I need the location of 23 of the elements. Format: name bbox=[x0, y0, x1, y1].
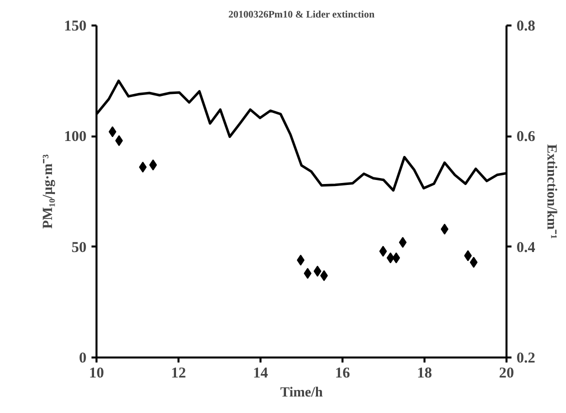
x-tick-label: 20 bbox=[499, 366, 514, 382]
point bbox=[398, 236, 407, 248]
y-tick-label: 150 bbox=[64, 18, 86, 34]
point bbox=[392, 252, 400, 264]
x-axis-title: Time/h bbox=[280, 386, 323, 400]
x-tick-label: 18 bbox=[417, 366, 432, 382]
y-tick-label: 100 bbox=[64, 129, 86, 146]
x-tick-label: 12 bbox=[171, 366, 186, 382]
x-tick-label: 14 bbox=[253, 366, 268, 382]
y-axis-title: PM₁₀/μg·m⁻³ bbox=[41, 154, 56, 229]
x-tick-label: 16 bbox=[335, 366, 350, 382]
point bbox=[138, 162, 147, 173]
y2-axis-title: Extinction/km⁻¹ bbox=[543, 144, 558, 239]
point bbox=[296, 254, 305, 266]
y-tick-label: 50 bbox=[72, 240, 86, 256]
x-tick-label: 10 bbox=[89, 366, 104, 382]
chart-title: 20100326Pm10 & Lider extinction bbox=[228, 10, 375, 20]
y2-tick-label: 0.4 bbox=[516, 240, 536, 256]
y2-tick-label: 0.6 bbox=[516, 129, 536, 146]
y2-tick-label: 0.8 bbox=[516, 18, 536, 34]
point bbox=[470, 256, 478, 268]
y-tick-label: 0 bbox=[79, 350, 86, 366]
y2-tick-label: 0.2 bbox=[516, 350, 536, 366]
